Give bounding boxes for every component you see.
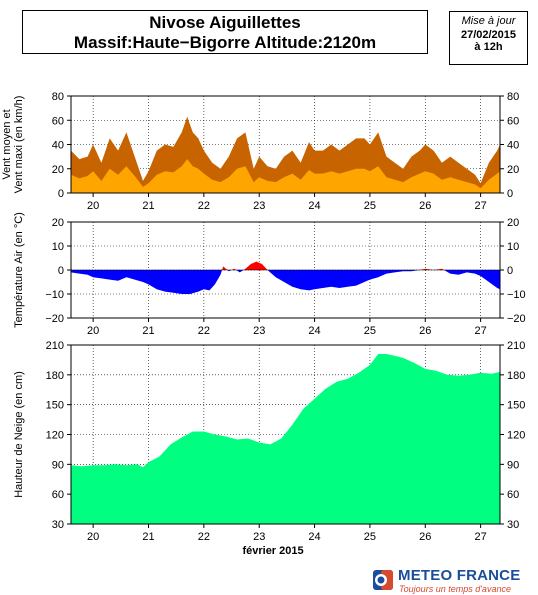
temp-panel: −20 −20 −10 −10 0 0 10 10 20 20 20 21 22 23 24 25 26 27 Te… (13, 212, 526, 337)
update-date: 27/02/2015 (460, 29, 517, 41)
temp-xtick-label: 20 (87, 325, 99, 337)
update-label: Mise à jour (461, 15, 516, 27)
wind-ylabel: Vent moyen et (1, 109, 13, 179)
snow-ylabel: Hauteur de Neige (en cm) (13, 371, 25, 498)
temp-xtick-label: 26 (419, 325, 431, 337)
snow-ytick-label-right: 150 (507, 400, 525, 412)
temp-ytick-label-right: −10 (507, 289, 526, 301)
brand-tagline: Toujours un temps d'avance (399, 584, 511, 594)
temp-xtick-label: 27 (475, 325, 487, 337)
wind-ytick-label-left: 80 (52, 91, 64, 103)
snow-xtick-label: 25 (364, 531, 376, 543)
temp-negative-area (71, 270, 500, 294)
temp-ytick-label-left: −20 (45, 313, 64, 325)
wind-ytick-label-right: 80 (507, 91, 519, 103)
wind-xtick-label: 21 (142, 200, 154, 212)
snow-ytick-label-left: 150 (46, 400, 64, 412)
temp-ytick-label-right: 10 (507, 241, 519, 253)
wind-xtick-label: 27 (475, 200, 487, 212)
wind-ylabel: Vent maxi (en km/h) (13, 96, 25, 194)
snow-ytick-label-left: 180 (46, 370, 64, 382)
snow-xtick-label: 20 (87, 531, 99, 543)
wind-ytick-label-right: 20 (507, 164, 519, 176)
update-box: Mise à jour 27/02/2015 à 12h (449, 11, 528, 65)
snow-xlabel: février 2015 (242, 545, 303, 557)
snow-depth-area (71, 354, 500, 524)
wind-ytick-label-left: 0 (58, 188, 64, 200)
snow-xtick-label: 23 (253, 531, 265, 543)
temp-ytick-label-left: 10 (52, 241, 64, 253)
wind-ytick-label-right: 0 (507, 188, 513, 200)
snow-ytick-label-right: 210 (507, 340, 525, 352)
snow-xtick-label: 22 (198, 531, 210, 543)
wind-ytick-label-right: 60 (507, 115, 519, 127)
meteo-france-logo[interactable]: METEO FRANCE Toujours un temps d'avance (372, 566, 538, 594)
wind-ytick-label-right: 40 (507, 140, 519, 152)
temp-xtick-label: 25 (364, 325, 376, 337)
snow-ytick-label-left: 210 (46, 340, 64, 352)
wind-xtick-label: 23 (253, 200, 265, 212)
update-time: à 12h (474, 41, 503, 53)
temp-ylabel: Température Air (en °C) (13, 212, 25, 328)
snow-ytick-label-left: 60 (52, 489, 64, 501)
wind-panel: 0 0 20 20 40 40 60 60 80 80 20 21 22 23 24 25 26 27 Vent m… (1, 91, 519, 212)
temp-ytick-label-left: −10 (45, 289, 64, 301)
snow-panel: 30 30 60 60 90 90 120 120 150 150 180 180 210 210 20 21… (13, 340, 525, 557)
snow-ytick-label-right: 120 (507, 430, 525, 442)
wind-ytick-label-left: 40 (52, 140, 64, 152)
wind-xtick-label: 26 (419, 200, 431, 212)
temp-ytick-label-left: 0 (58, 265, 64, 277)
snow-xtick-label: 24 (308, 531, 320, 543)
snow-ytick-label-right: 90 (507, 459, 519, 471)
temp-xtick-label: 24 (308, 325, 320, 337)
snow-ytick-label-right: 30 (507, 519, 519, 531)
snow-xtick-label: 21 (142, 531, 154, 543)
wind-ytick-label-left: 20 (52, 164, 64, 176)
snow-ytick-label-left: 120 (46, 430, 64, 442)
temp-xtick-label: 23 (253, 325, 265, 337)
title-box: Nivose Aiguillettes Massif:Haute−Bigorre… (22, 10, 428, 54)
snow-ytick-label-left: 30 (52, 519, 64, 531)
wind-mean-area (71, 159, 500, 193)
snow-xtick-label: 26 (419, 531, 431, 543)
brand-name: METEO FRANCE (398, 567, 521, 584)
wind-ytick-label-left: 60 (52, 115, 64, 127)
temp-ytick-label-right: 20 (507, 217, 519, 229)
station-subtitle: Massif:Haute−Bigorre Altitude:2120m (73, 33, 377, 52)
temp-ytick-label-right: 0 (507, 265, 513, 277)
snow-ytick-label-right: 60 (507, 489, 519, 501)
temp-xtick-label: 21 (142, 325, 154, 337)
temp-xtick-label: 22 (198, 325, 210, 337)
meteo-france-logo-icon (373, 570, 393, 590)
station-title: Nivose Aiguillettes (149, 13, 301, 32)
wind-xtick-label: 22 (198, 200, 210, 212)
wind-xtick-label: 25 (364, 200, 376, 212)
wind-xtick-label: 20 (87, 200, 99, 212)
snow-ytick-label-left: 90 (52, 459, 64, 471)
snow-xtick-label: 27 (475, 531, 487, 543)
snow-ytick-label-right: 180 (507, 370, 525, 382)
temp-ytick-label-right: −20 (507, 313, 526, 325)
wind-xtick-label: 24 (308, 200, 320, 212)
temp-ytick-label-left: 20 (52, 217, 64, 229)
